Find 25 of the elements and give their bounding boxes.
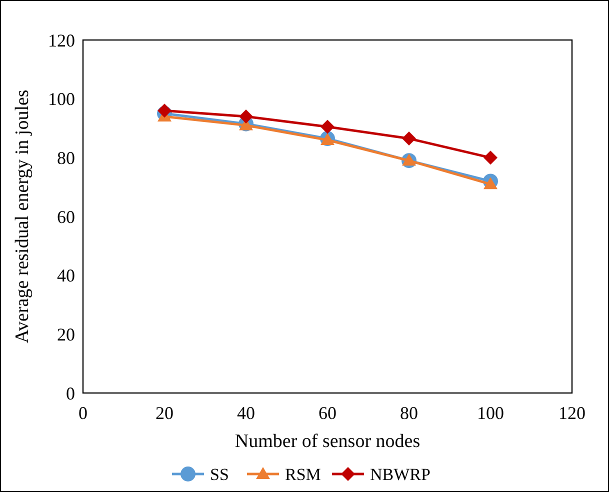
x-tick-label: 80 xyxy=(400,403,418,423)
x-tick-label: 60 xyxy=(318,403,336,423)
point xyxy=(484,177,498,190)
x-tick-label: 120 xyxy=(558,403,586,423)
y-tick-label: 40 xyxy=(57,266,75,286)
point xyxy=(484,150,498,165)
point xyxy=(402,132,416,146)
legend-label: NBWRP xyxy=(370,465,430,484)
point xyxy=(158,104,172,118)
x-tick-label: 100 xyxy=(477,403,504,423)
x-axis-title: Number of sensor nodes xyxy=(234,431,420,452)
x-tick-label: 40 xyxy=(237,403,255,423)
legend-label: SS xyxy=(210,465,229,484)
point xyxy=(320,120,334,134)
legend-label: RSM xyxy=(285,465,321,484)
y-tick-label: 80 xyxy=(57,148,75,168)
x-tick-label: 20 xyxy=(156,403,174,423)
x-tick-label: 0 xyxy=(78,403,88,423)
y-axis-title: Average residual energy in joules xyxy=(12,90,33,344)
y-tick-label: 60 xyxy=(57,206,75,227)
y-tick-label: 20 xyxy=(57,324,75,344)
y-tick-label: 120 xyxy=(48,30,75,50)
y-tick-label: 0 xyxy=(66,383,75,404)
point xyxy=(239,109,253,124)
y-tick-label: 100 xyxy=(48,89,75,110)
